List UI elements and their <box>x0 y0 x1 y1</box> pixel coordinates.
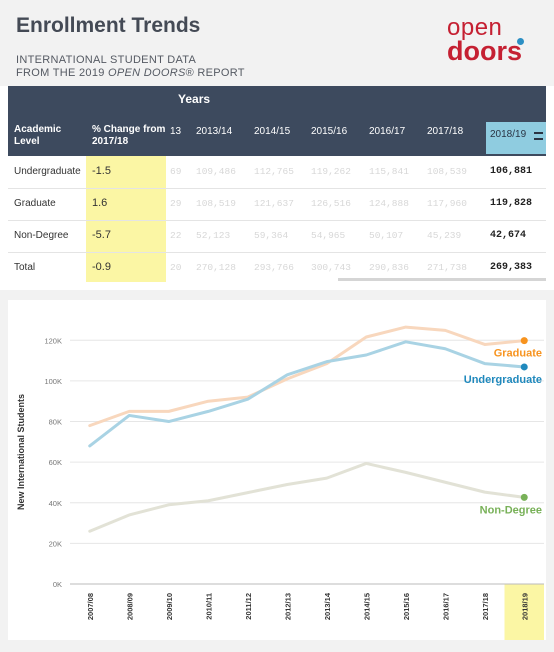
table-row: Graduate 1.6 29 108,519 121,637 126,516 … <box>8 188 546 221</box>
highlight-band <box>504 584 544 640</box>
open-doors-logo: open doors <box>447 14 527 70</box>
y-tick-label: 100K <box>44 377 62 386</box>
x-tick-label: 2014/15 <box>362 593 371 620</box>
subtitle-text-a: FROM THE 2019 <box>16 67 109 79</box>
page-title: Enrollment Trends <box>16 14 201 37</box>
y-tick-label: 60K <box>49 458 62 467</box>
row-partial: 69 <box>170 166 182 177</box>
x-tick-label: 2011/12 <box>244 593 253 620</box>
row-value: 115,841 <box>369 166 409 177</box>
row-partial: 22 <box>170 230 182 241</box>
row-value: 109,486 <box>196 166 236 177</box>
row-value-current: 269,383 <box>490 262 533 273</box>
head-year: 2015/16 <box>311 126 348 137</box>
x-tick-label: 2007/08 <box>86 593 95 620</box>
row-label: Non-Degree <box>14 230 69 241</box>
row-value: 271,738 <box>427 262 467 273</box>
row-value: 108,519 <box>196 198 236 209</box>
x-tick-label: 2009/10 <box>165 593 174 620</box>
row-value-current: 106,881 <box>490 166 533 177</box>
x-tick-label: 2018/19 <box>520 593 529 620</box>
logo-word-open: open <box>447 14 503 41</box>
row-value: 45,239 <box>427 230 462 241</box>
row-partial: 20 <box>170 262 182 273</box>
row-value: 126,516 <box>311 198 351 209</box>
head-year: 2017/18 <box>427 126 464 137</box>
subtitle-text-b: ® REPORT <box>185 67 245 79</box>
head-year-highlighted: 2018/19 <box>490 129 527 140</box>
head-year: 2014/15 <box>254 126 291 137</box>
row-value: 270,128 <box>196 262 236 273</box>
enrollment-line-chart: 0K 20K 40K 60K 80K 100K 120K 2007/08 2008/09 2009… <box>16 325 544 640</box>
series-label: Non-Degree <box>480 504 542 516</box>
y-tick-label: 20K <box>49 539 62 548</box>
head-year: 2016/17 <box>369 126 406 137</box>
series-line <box>88 461 526 533</box>
head-partial-year: 13 <box>170 126 182 137</box>
horizontal-scrollbar[interactable] <box>338 278 546 281</box>
row-label: Undergraduate <box>14 166 81 177</box>
subtitle-line-2: FROM THE 2019 OPEN DOORS® REPORT <box>16 67 245 80</box>
row-value: 124,888 <box>369 198 409 209</box>
x-tick-label: 2010/11 <box>204 593 213 620</box>
row-partial: 29 <box>170 198 182 209</box>
row-value: 59,364 <box>254 230 289 241</box>
row-value: 293,766 <box>254 262 294 273</box>
y-tick-label: 80K <box>49 418 62 427</box>
series-line <box>88 325 526 428</box>
head-percent-change: % Change from 2017/18 <box>92 124 166 147</box>
subtitle-text-em: OPEN DOORS <box>108 67 186 79</box>
logo-dot-icon <box>517 38 524 45</box>
row-value: 119,262 <box>311 166 351 177</box>
row-change: -1.5 <box>92 165 111 177</box>
row-value: 121,637 <box>254 198 294 209</box>
table-row: Total -0.9 20 270,128 293,766 300,743 29… <box>8 252 546 284</box>
x-tick-label: 2017/18 <box>481 593 490 620</box>
series-end-point <box>520 493 528 501</box>
row-value: 117,960 <box>427 198 467 209</box>
row-value: 54,965 <box>311 230 346 241</box>
x-tick-label: 2012/13 <box>283 593 292 620</box>
row-value: 290,836 <box>369 262 409 273</box>
row-value: 108,539 <box>427 166 467 177</box>
row-change: -0.9 <box>92 261 111 273</box>
subtitle-line-1: INTERNATIONAL STUDENT DATA <box>16 54 197 66</box>
row-value-current: 42,674 <box>490 230 527 241</box>
series-label: Graduate <box>494 348 542 360</box>
row-change: -5.7 <box>92 229 111 241</box>
row-value: 300,743 <box>311 262 351 273</box>
x-tick-label: 2015/16 <box>402 593 411 620</box>
menu-icon[interactable] <box>534 132 543 140</box>
row-label: Graduate <box>14 198 56 209</box>
table-row: Undergraduate -1.5 69 109,486 112,765 11… <box>8 156 546 189</box>
logo-word-doors: doors <box>447 36 523 66</box>
y-tick-label: 40K <box>49 499 62 508</box>
series-label: Undergraduate <box>464 374 542 386</box>
y-tick-label: 120K <box>44 336 62 345</box>
series-end-point <box>520 363 528 371</box>
head-academic-level: Academic Level <box>14 124 62 147</box>
head-year: 2013/14 <box>196 126 233 137</box>
row-value: 52,123 <box>196 230 231 241</box>
row-change: 1.6 <box>92 197 108 209</box>
y-tick-label: 0K <box>53 580 62 589</box>
page-subtitle: INTERNATIONAL STUDENT DATA FROM THE 2019… <box>16 54 245 80</box>
x-tick-label: 2016/17 <box>441 593 450 620</box>
row-value: 112,765 <box>254 166 294 177</box>
series-line <box>88 340 526 448</box>
x-tick-label: 2013/14 <box>323 592 332 620</box>
table-row: Non-Degree -5.7 22 52,123 59,364 54,965 … <box>8 220 546 253</box>
enrollment-table: Years Academic Level % Change from 2017/… <box>8 86 546 282</box>
report-header: Enrollment Trends INTERNATIONAL STUDENT … <box>0 0 554 86</box>
row-value-current: 119,828 <box>490 198 533 209</box>
row-value: 50,107 <box>369 230 404 241</box>
table-header: Years Academic Level % Change from 2017/… <box>8 86 546 156</box>
y-axis-label: New International Students <box>16 394 26 510</box>
row-label: Total <box>14 262 36 273</box>
years-label: Years <box>178 92 211 106</box>
chart-panel: 0K 20K 40K 60K 80K 100K 120K 2007/08 2008/09 2009… <box>8 300 546 640</box>
change-column-highlight <box>86 156 166 282</box>
x-tick-label: 2008/09 <box>125 593 134 620</box>
series-end-point <box>520 337 528 345</box>
